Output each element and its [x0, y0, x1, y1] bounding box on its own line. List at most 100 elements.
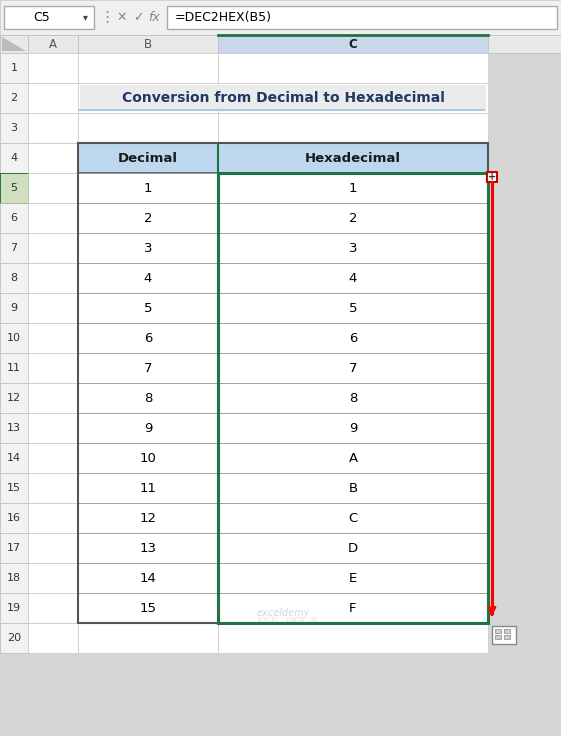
- Text: 15: 15: [7, 483, 21, 493]
- Bar: [78, 323, 218, 353]
- Bar: [28, 383, 78, 413]
- Bar: [78, 383, 218, 413]
- Text: 6: 6: [144, 331, 152, 344]
- Bar: [78, 353, 218, 383]
- Bar: [218, 293, 488, 323]
- Bar: [0, 113, 28, 143]
- Bar: [78, 143, 488, 623]
- Bar: [28, 233, 78, 263]
- Bar: [504, 629, 510, 633]
- Text: 7: 7: [349, 361, 357, 375]
- Bar: [218, 233, 488, 263]
- Bar: [487, 172, 497, 182]
- Text: 2: 2: [349, 211, 357, 224]
- Bar: [0, 173, 28, 203]
- Bar: [28, 113, 78, 143]
- Bar: [78, 413, 218, 443]
- Text: 11: 11: [7, 363, 21, 373]
- Bar: [28, 413, 78, 443]
- Text: ✕: ✕: [117, 11, 127, 24]
- Bar: [218, 203, 488, 233]
- Bar: [0, 233, 28, 263]
- Bar: [28, 35, 78, 53]
- Bar: [218, 353, 488, 383]
- Bar: [218, 473, 488, 503]
- Bar: [0, 323, 28, 353]
- Bar: [0, 623, 28, 653]
- Text: 10: 10: [7, 333, 21, 343]
- Bar: [218, 323, 488, 353]
- Bar: [78, 473, 218, 503]
- Bar: [78, 143, 488, 173]
- Text: 13: 13: [7, 423, 21, 433]
- Bar: [28, 563, 78, 593]
- Bar: [0, 383, 28, 413]
- Bar: [28, 533, 78, 563]
- Bar: [495, 635, 501, 639]
- Text: ⋮: ⋮: [99, 10, 114, 25]
- Bar: [28, 53, 78, 83]
- Bar: [218, 35, 488, 53]
- Bar: [167, 6, 557, 29]
- Bar: [218, 413, 488, 443]
- Bar: [218, 413, 488, 443]
- Text: 12: 12: [7, 393, 21, 403]
- Bar: [78, 83, 218, 113]
- Text: 13: 13: [140, 542, 157, 554]
- Bar: [218, 473, 488, 503]
- Bar: [218, 563, 488, 593]
- Text: A: A: [49, 38, 57, 51]
- Bar: [504, 635, 510, 639]
- Bar: [218, 503, 488, 533]
- Bar: [28, 593, 78, 623]
- Bar: [0, 203, 28, 233]
- Bar: [78, 35, 218, 53]
- Text: ▾: ▾: [82, 13, 88, 23]
- Text: 14: 14: [7, 453, 21, 463]
- Bar: [218, 563, 488, 593]
- Bar: [0, 143, 28, 173]
- Polygon shape: [2, 37, 26, 51]
- Text: 4: 4: [144, 272, 152, 285]
- Bar: [28, 143, 78, 173]
- Bar: [28, 353, 78, 383]
- Text: 16: 16: [7, 513, 21, 523]
- Bar: [218, 623, 488, 653]
- Bar: [0, 35, 28, 53]
- Bar: [218, 593, 488, 623]
- Bar: [218, 53, 488, 83]
- Bar: [78, 53, 218, 83]
- Bar: [28, 473, 78, 503]
- Bar: [218, 173, 488, 623]
- Bar: [78, 563, 218, 593]
- Bar: [78, 263, 218, 293]
- Bar: [218, 173, 488, 203]
- Bar: [28, 503, 78, 533]
- Bar: [0, 83, 28, 113]
- Text: A: A: [348, 451, 357, 464]
- Bar: [28, 83, 78, 113]
- Bar: [78, 203, 218, 233]
- Text: 19: 19: [7, 603, 21, 613]
- Bar: [218, 533, 488, 563]
- Bar: [218, 143, 488, 173]
- Bar: [0, 263, 28, 293]
- Text: C: C: [348, 38, 357, 51]
- Bar: [218, 443, 488, 473]
- Bar: [78, 173, 218, 203]
- Text: 9: 9: [11, 303, 17, 313]
- Text: exceldemy: exceldemy: [256, 607, 310, 618]
- Bar: [218, 383, 488, 413]
- Text: 3: 3: [11, 123, 17, 133]
- Bar: [0, 413, 28, 443]
- Text: 8: 8: [11, 273, 17, 283]
- Bar: [28, 443, 78, 473]
- Bar: [0, 473, 28, 503]
- Text: 6: 6: [11, 213, 17, 223]
- Text: +: +: [488, 172, 496, 182]
- Bar: [28, 263, 78, 293]
- Text: 7: 7: [11, 243, 17, 253]
- Bar: [78, 203, 218, 233]
- Bar: [218, 203, 488, 233]
- Bar: [78, 443, 218, 473]
